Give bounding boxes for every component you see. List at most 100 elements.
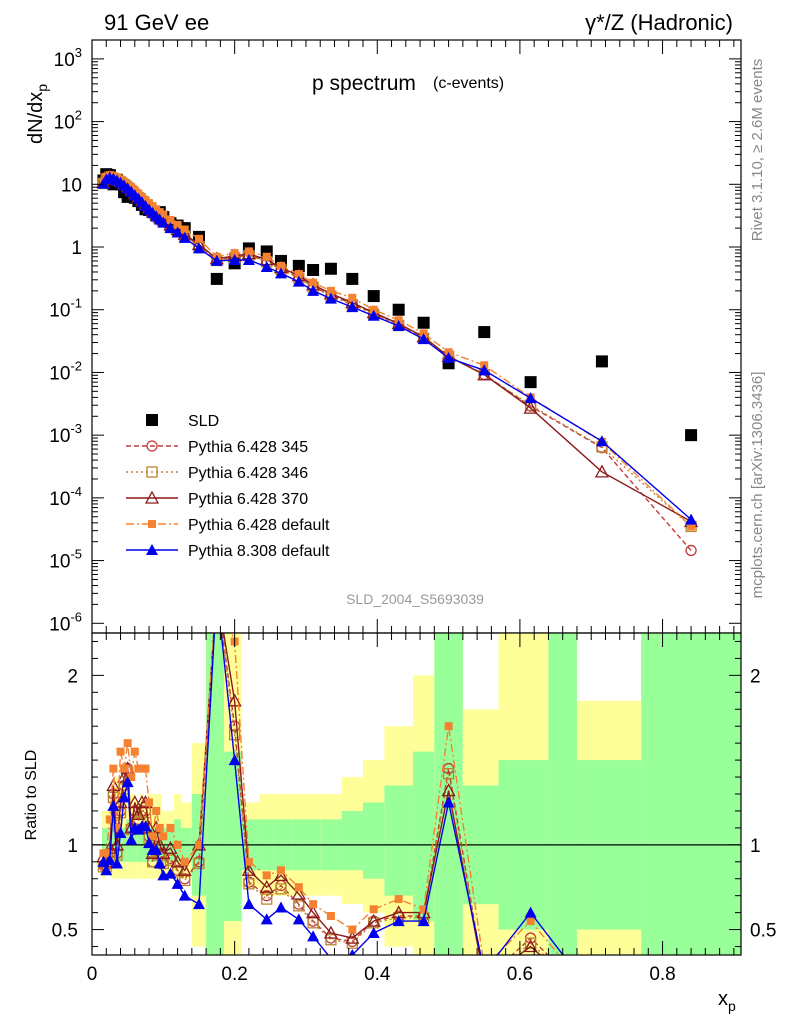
legend-marker	[144, 490, 160, 504]
legend-label: Pythia 6.428 346	[188, 465, 308, 482]
data-point	[478, 326, 491, 339]
y-tick-label: 102	[54, 108, 82, 134]
legend-label: Pythia 8.308 default	[188, 543, 330, 560]
ratio-line	[103, 633, 549, 955]
y-tick-label: 10-4	[49, 484, 82, 510]
data-point	[369, 305, 378, 314]
ratio-point	[262, 871, 271, 880]
ratio-point	[173, 840, 182, 849]
y-tick-label-base: 10	[61, 175, 82, 196]
y-tick-label-base: 10	[54, 113, 75, 134]
ratio-point	[141, 764, 150, 773]
data-point	[324, 262, 337, 275]
ratio-point	[177, 862, 192, 876]
ratio-point	[163, 840, 178, 854]
data-point	[164, 222, 177, 234]
ratio-point	[293, 900, 305, 912]
data-point	[230, 249, 239, 258]
ratio-series-layer	[96, 633, 564, 955]
ratio-point	[120, 764, 129, 773]
x-axis-label-text: x	[718, 988, 728, 1010]
x-tick-label: 0.6	[507, 964, 533, 985]
legend-label: SLD	[188, 413, 219, 430]
ratio-point	[171, 877, 184, 889]
legend-entry: Pythia 6.428 345	[126, 439, 308, 456]
y-tick-label-exp: -3	[70, 421, 82, 436]
data-point	[210, 272, 223, 285]
band-inner	[412, 751, 435, 922]
y-tick-label: 10	[61, 175, 82, 196]
ratio-y-tick-label: 0.5	[52, 921, 78, 942]
data-point	[171, 226, 184, 238]
data-point	[367, 309, 380, 321]
y-tick-label-exp: -5	[70, 547, 82, 562]
data-point	[294, 270, 303, 279]
legend-entry: Pythia 6.428 346	[126, 465, 308, 482]
ratio-point	[292, 913, 305, 925]
ratio-point	[159, 832, 168, 841]
y-tick-label: 10-2	[49, 358, 82, 384]
data-point	[307, 284, 320, 296]
ratio-point	[309, 900, 318, 909]
data-point	[166, 215, 175, 224]
data-point	[687, 522, 696, 531]
data-point	[417, 333, 430, 345]
ratio-point	[524, 906, 537, 918]
ratio-point	[261, 893, 273, 905]
data-point	[276, 261, 285, 270]
band-inner	[384, 785, 413, 896]
data-point	[348, 293, 357, 302]
header-left: 91 GeV ee	[104, 10, 209, 35]
ratio-point	[150, 843, 163, 855]
band-inner	[341, 810, 364, 871]
legend-entry: Pythia 6.428 370	[126, 490, 308, 508]
ratio-point	[326, 912, 335, 921]
ratio-point	[178, 889, 191, 901]
ratio-point	[192, 898, 205, 910]
y-axis-label-sub: p	[34, 84, 50, 92]
ratio-point	[121, 776, 134, 788]
ratio-point	[394, 895, 403, 904]
legend-marker	[148, 520, 156, 528]
ratio-point	[524, 937, 537, 949]
plot-title: p spectrum	[312, 72, 416, 95]
ratio-point	[419, 905, 428, 914]
y-tick-label-base: 10	[49, 426, 70, 447]
ratio-point	[170, 854, 185, 868]
ratio-point	[127, 773, 136, 782]
data-point	[178, 231, 191, 243]
ratio-point	[349, 949, 356, 955]
data-point	[392, 303, 405, 316]
side-label-events: Rivet 3.1.10, ≥ 2.6M events	[749, 59, 766, 242]
ratio-point	[130, 747, 139, 756]
band-inner	[206, 633, 224, 955]
data-point	[595, 355, 608, 368]
data-point	[244, 247, 253, 256]
data-point	[210, 254, 223, 266]
y-tick-label-base: 10	[49, 614, 70, 635]
ratio-point	[325, 934, 337, 946]
y-tick-label: 10-1	[49, 296, 82, 322]
data-point	[392, 320, 405, 332]
y-tick-label-base: 10	[49, 552, 70, 573]
legend-marker	[146, 466, 158, 478]
legend-marker	[146, 414, 158, 426]
data-point	[228, 254, 241, 266]
data-point	[192, 242, 205, 254]
ratio-point	[442, 768, 455, 780]
ratio-y-tick-label: 1	[67, 836, 78, 857]
data-point	[685, 513, 698, 525]
ratio-series-pythia-6-428-default	[99, 633, 561, 955]
band-inner	[641, 633, 741, 955]
ratio-point	[417, 915, 430, 927]
ratio-point	[112, 823, 121, 832]
ratio-point	[526, 917, 535, 926]
data-point	[478, 364, 491, 376]
y-tick-label-base: 1	[71, 238, 82, 259]
ratio-point	[228, 729, 241, 741]
ratio-point	[444, 722, 453, 731]
y-tick-label-exp: -6	[70, 609, 82, 624]
data-point	[367, 290, 380, 303]
ratio-point	[148, 832, 157, 841]
ratio-point	[275, 883, 287, 895]
